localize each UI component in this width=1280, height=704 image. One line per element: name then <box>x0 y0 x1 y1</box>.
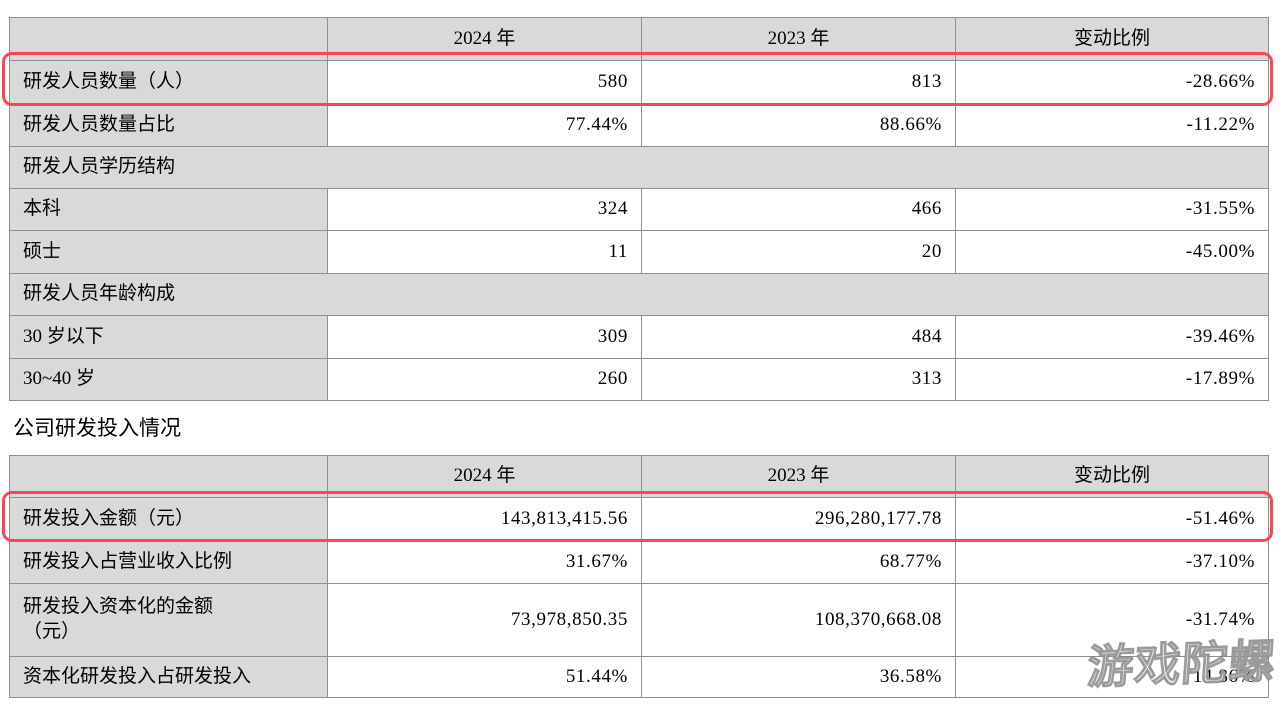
header-row: 2024 年 2023 年 变动比例 <box>9 17 1269 61</box>
table-row-capitalized-amount: 研发投入资本化的金额 （元） 73,978,850.35 108,370,668… <box>9 583 1269 657</box>
section-label: 研发人员年龄构成 <box>9 273 1269 316</box>
header-2024: 2024 年 <box>327 17 642 61</box>
row-label: 硕士 <box>9 230 328 274</box>
section-row-education: 研发人员学历结构 <box>9 146 1269 189</box>
row-label: 研发投入占营业收入比例 <box>9 540 328 584</box>
cell-change: -31.74% <box>955 583 1269 657</box>
cell-change: -37.10% <box>955 540 1269 584</box>
section-row-age: 研发人员年龄构成 <box>9 273 1269 316</box>
header-empty <box>9 455 328 498</box>
cell-2023: 108,370,668.08 <box>641 583 956 657</box>
cell-change: -17.89% <box>955 358 1269 401</box>
table-row-rd-revenue-ratio: 研发投入占营业收入比例 31.67% 68.77% -37.10% <box>9 540 1269 584</box>
cell-2023: 484 <box>641 315 956 359</box>
cell-change: -51.46% <box>955 497 1269 541</box>
cell-2023: 88.66% <box>641 103 956 147</box>
table-row-rd-headcount-ratio: 研发人员数量占比 77.44% 88.66% -11.22% <box>9 103 1269 147</box>
cell-2023: 813 <box>641 60 956 104</box>
row-label: 研发投入金额（元） <box>9 497 328 541</box>
cell-2024: 51.44% <box>327 656 642 698</box>
header-2023: 2023 年 <box>641 17 956 61</box>
cell-2023: 313 <box>641 358 956 401</box>
cell-2024: 73,978,850.35 <box>327 583 642 657</box>
cell-2023: 68.77% <box>641 540 956 584</box>
header-2024: 2024 年 <box>327 455 642 498</box>
cell-2024: 309 <box>327 315 642 359</box>
page-title: 公司研发投入情况 <box>13 416 181 440</box>
row-label: 资本化研发投入占研发投入 <box>9 656 328 698</box>
cell-2024: 31.67% <box>327 540 642 584</box>
table-row-30-40: 30~40 岁 260 313 -17.89% <box>9 358 1269 401</box>
table-row-master: 硕士 11 20 -45.00% <box>9 230 1269 274</box>
row-label: 研发人员数量占比 <box>9 103 328 147</box>
cell-2024: 324 <box>327 188 642 231</box>
cell-2024: 580 <box>327 60 642 104</box>
cell-change: -31.55% <box>955 188 1269 231</box>
row-label: 研发投入资本化的金额 （元） <box>9 583 328 657</box>
cell-change: -11.22% <box>955 103 1269 147</box>
row-label: 30~40 岁 <box>9 358 328 401</box>
header-2023: 2023 年 <box>641 455 956 498</box>
cell-2024: 143,813,415.56 <box>327 497 642 541</box>
cell-change: -45.00% <box>955 230 1269 274</box>
cell-2024: 77.44% <box>327 103 642 147</box>
row-label: 研发人员数量（人） <box>9 60 328 104</box>
header-row: 2024 年 2023 年 变动比例 <box>9 455 1269 498</box>
cell-2023: 36.58% <box>641 656 956 698</box>
header-change-ratio: 变动比例 <box>955 17 1269 61</box>
rd-investment-table: 2024 年 2023 年 变动比例 研发投入金额（元） 143,813,415… <box>9 455 1269 698</box>
section-label: 研发人员学历结构 <box>9 146 1269 189</box>
table-row-bachelor: 本科 324 466 -31.55% <box>9 188 1269 231</box>
cell-change: -28.66% <box>955 60 1269 104</box>
row-label: 本科 <box>9 188 328 231</box>
cell-change: 14.86% <box>955 656 1269 698</box>
table-row-rd-investment-amount: 研发投入金额（元） 143,813,415.56 296,280,177.78 … <box>9 497 1269 541</box>
table-row-capitalized-ratio: 资本化研发投入占研发投入 51.44% 36.58% 14.86% <box>9 656 1269 698</box>
cell-change: -39.46% <box>955 315 1269 359</box>
table-row-under-30: 30 岁以下 309 484 -39.46% <box>9 315 1269 359</box>
watermark: 游戏陀螺 <box>1085 635 1278 694</box>
cell-2024: 260 <box>327 358 642 401</box>
row-label: 30 岁以下 <box>9 315 328 359</box>
header-change-ratio: 变动比例 <box>955 455 1269 498</box>
table-row-rd-headcount: 研发人员数量（人） 580 813 -28.66% <box>9 60 1269 104</box>
rd-personnel-table: 2024 年 2023 年 变动比例 研发人员数量（人） 580 813 -28… <box>9 17 1269 401</box>
cell-2024: 11 <box>327 230 642 274</box>
cell-2023: 466 <box>641 188 956 231</box>
cell-2023: 20 <box>641 230 956 274</box>
header-empty <box>9 17 328 61</box>
cell-2023: 296,280,177.78 <box>641 497 956 541</box>
